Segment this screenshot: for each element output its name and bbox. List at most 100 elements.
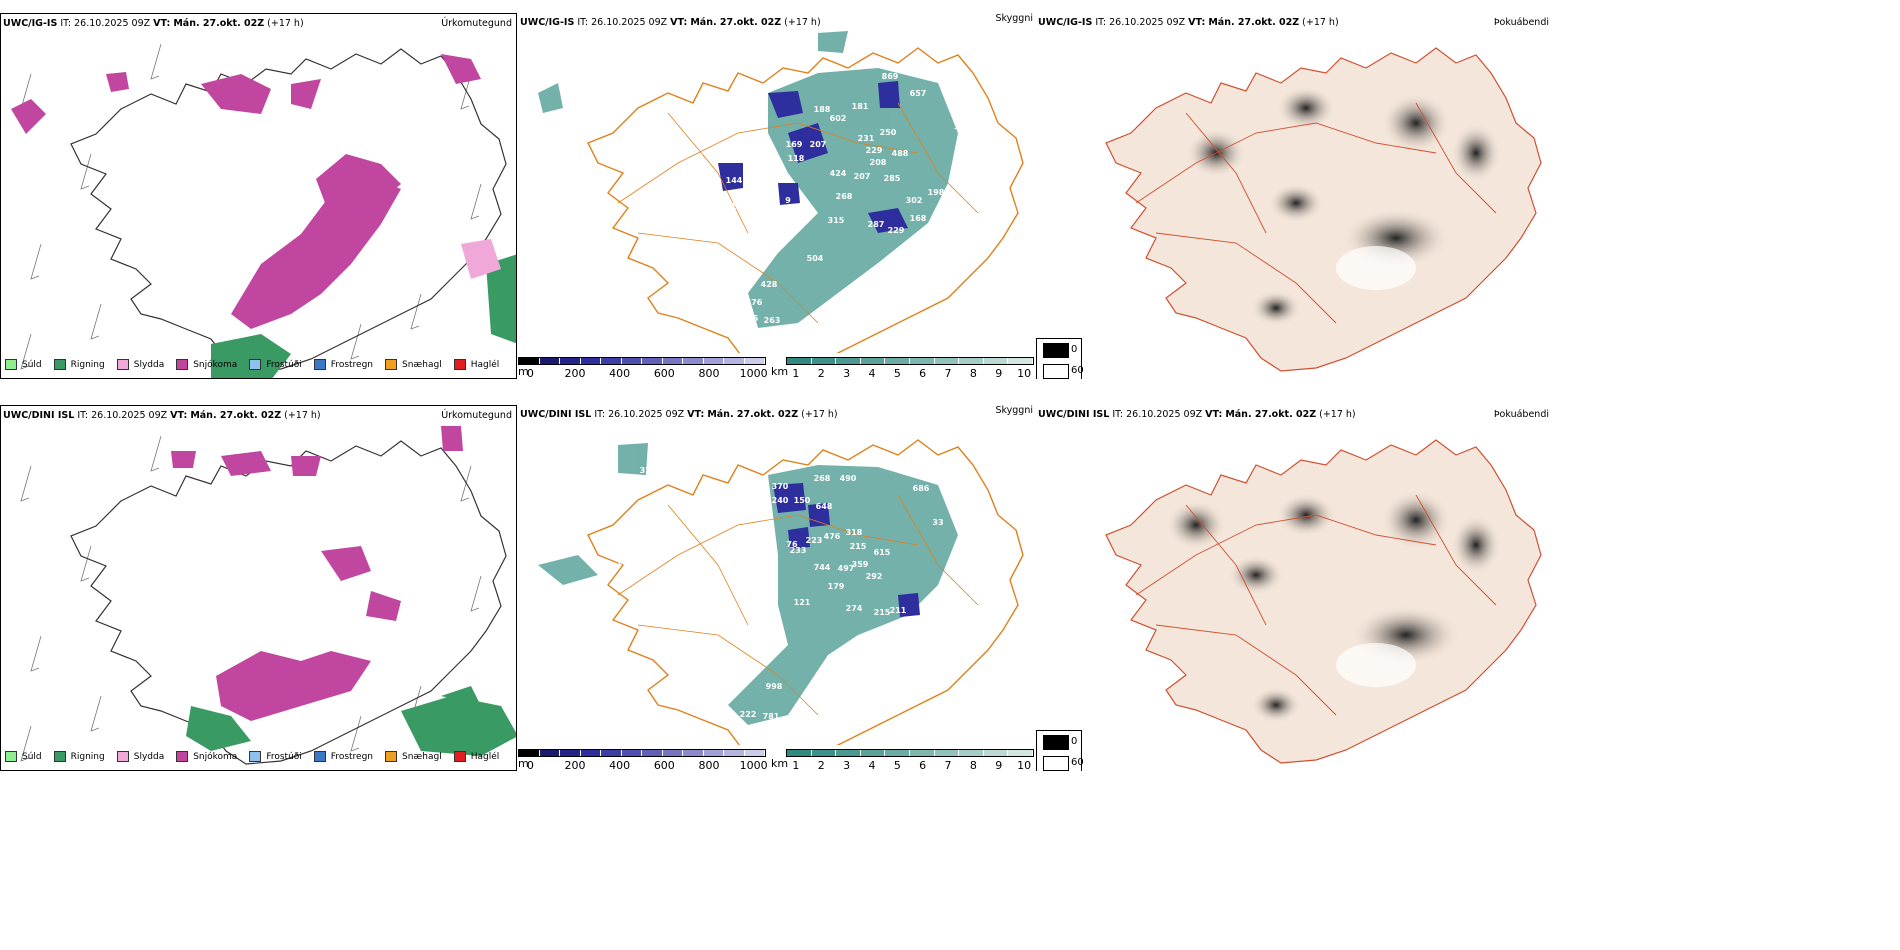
fog-areas: [1166, 490, 1501, 723]
colorbar-cell: [787, 358, 812, 364]
colorbar-cell: [724, 358, 745, 364]
panel-parameter: Þokuábendi: [1493, 409, 1549, 420]
vis-label: 285: [884, 174, 901, 183]
vis-label: 287: [868, 220, 885, 229]
fog-areas: [1186, 86, 1501, 326]
colorbar-cell: [909, 750, 935, 756]
vis-label: 118: [788, 154, 805, 163]
colorbar-tick: 800: [698, 759, 720, 771]
colorbar-cell: [885, 750, 910, 756]
legend-item-freezing-drizzle: Frostúði: [249, 359, 302, 370]
vis-label: 263: [764, 316, 781, 325]
vis-label: 229: [888, 226, 905, 235]
colorbar-cell: [642, 358, 663, 364]
legend-swatch-0: [1043, 343, 1069, 358]
colorbar-cell: [703, 750, 724, 756]
legend-swatch: [5, 751, 17, 762]
colorbar-tick: 4: [868, 759, 876, 771]
colorbar-tick: 6: [919, 759, 927, 771]
colorbar-tick: 3: [843, 367, 851, 379]
legend-swatch-60: [1043, 756, 1069, 771]
vis-label: 188: [814, 105, 831, 114]
ceiling-unit: m: [518, 757, 529, 770]
legend-item-freezing-drizzle: Frostúði: [249, 751, 302, 762]
legend-swatch: [313, 751, 326, 762]
vis-label: 869: [882, 72, 899, 81]
legend-swatch: [385, 359, 398, 370]
legend-item-sleet: Slydda: [116, 359, 164, 370]
vis-label: 37: [598, 96, 609, 105]
colorbar-tick: 10: [1017, 759, 1032, 771]
legend-item-snow: Snjókoma: [176, 751, 237, 762]
vis-label: 233: [790, 546, 807, 555]
visibility-colorbar: 1 2 3 4 5 6 7 8 9 10: [786, 749, 1034, 771]
vis-label: 428: [761, 280, 778, 289]
vis-label: 222: [740, 710, 757, 719]
vis-label: 215: [874, 608, 891, 617]
vis-label: 223: [806, 536, 823, 545]
snow-areas: [11, 54, 481, 329]
panel-parameter: Úrkomutegund: [441, 410, 512, 421]
legend-swatch: [116, 751, 129, 762]
road-lines: [617, 102, 979, 324]
road-lines: [1135, 102, 1497, 324]
panel-title: UWC/DINI ISL IT: 26.10.2025 09Z VT: Mán.…: [520, 409, 838, 420]
precip-map: [11, 43, 516, 378]
vis-label: 268: [814, 474, 831, 483]
vis-label: 231: [858, 134, 875, 143]
fog-map: [1105, 47, 1542, 372]
legend-swatch: [313, 359, 326, 370]
precip-legend: Súld Rigning Slydda Snjókoma Frostúði Fr…: [5, 359, 499, 370]
panel-parameter: Þokuábendi: [1493, 17, 1549, 28]
snow-areas: [171, 426, 463, 721]
vis-label: 169: [786, 140, 803, 149]
legend-swatch: [453, 359, 466, 370]
panel-parameter: Skyggni: [995, 405, 1033, 416]
colorbar-tick: 200: [564, 759, 586, 771]
legend-item-snow: Snjókoma: [176, 359, 237, 370]
vis-label: 657: [910, 89, 927, 98]
colorbar-cell: [580, 358, 601, 364]
vis-label: 168: [910, 214, 927, 223]
colorbar-cell: [703, 358, 724, 364]
colorbar-cell: [860, 750, 886, 756]
colorbar-cell: [621, 358, 642, 364]
colorbar-cell: [662, 750, 683, 756]
vis-label: 504: [807, 254, 824, 263]
colorbar-cell: [1008, 750, 1033, 756]
colorbar-cell: [744, 750, 765, 756]
colorbar-cell: [580, 750, 601, 756]
vis-label: 781: [763, 712, 780, 721]
vis-label: 207: [854, 172, 871, 181]
colorbar-cell: [836, 358, 861, 364]
colorbar-tick: 8: [969, 759, 977, 771]
legend-swatch: [53, 359, 66, 370]
colorbar-tick: 0: [526, 367, 534, 379]
legend-item-drizzle: Súld: [5, 359, 42, 370]
colorbar-tick: 400: [609, 759, 631, 771]
vis-label: 33: [932, 518, 943, 527]
vis-label: 215: [850, 542, 867, 551]
fog-legend: 0 60: [1036, 730, 1084, 771]
vis-label: 179: [828, 582, 845, 591]
vis-label: 490: [840, 474, 857, 483]
colorbar-tick: 200: [564, 367, 586, 379]
colorbar-cell: [662, 358, 683, 364]
vis-label: 229: [866, 146, 883, 155]
colorbar-tick: 5: [893, 367, 901, 379]
colorbar-tick: 4: [868, 367, 876, 379]
legend-item-snow-pellets: Snæhagl: [385, 751, 442, 762]
colorbar-cell: [642, 750, 663, 756]
colorbar-tick: 5: [893, 759, 901, 771]
visibility-unit: km: [771, 757, 789, 770]
colorbar-cell: [560, 358, 581, 364]
vis-label: 207: [810, 140, 827, 149]
vis-label: 315: [828, 216, 845, 225]
colorbar-cell: [601, 358, 622, 364]
vis-label: 131: [720, 202, 737, 211]
legend-value: 60: [1071, 757, 1084, 768]
fog-panel-2: UWC/DINI ISL IT: 26.10.2025 09Z VT: Mán.…: [1036, 405, 1553, 771]
colorbar-cell: [683, 358, 704, 364]
